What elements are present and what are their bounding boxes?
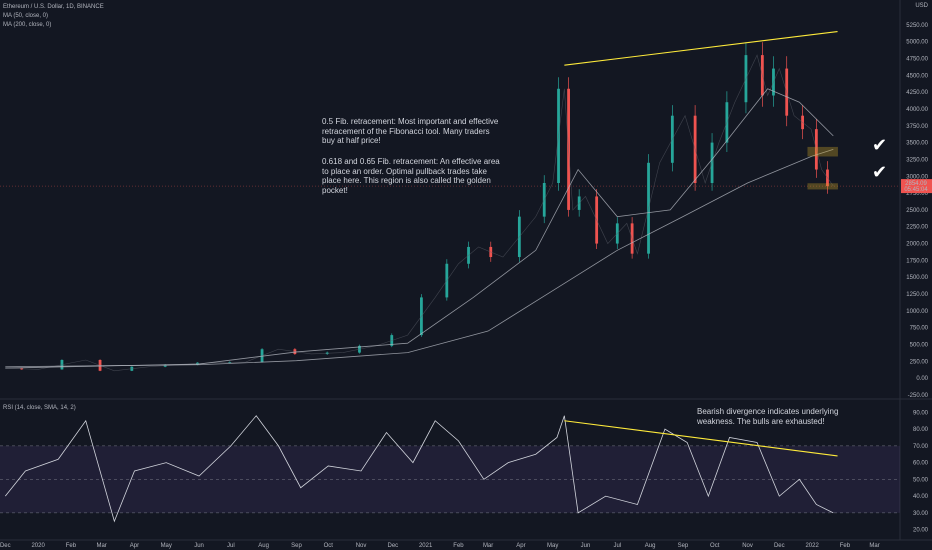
- price-axis-tick: 500.00: [910, 343, 929, 349]
- rsi-axis-tick: 80.00: [913, 427, 929, 433]
- check-icon: ✔: [872, 135, 888, 155]
- price-axis-tick: 3750.00: [906, 124, 928, 130]
- time-axis-tick: Sep: [291, 543, 302, 549]
- time-axis-tick: Oct: [324, 543, 334, 549]
- rsi-axis-tick: 50.00: [913, 477, 929, 483]
- time-axis-tick: Nov: [356, 543, 367, 549]
- price-axis-tick: 2500.00: [906, 208, 928, 214]
- time-axis-tick: 2021: [419, 543, 433, 549]
- ma200-legend: MA (200, close, 0): [3, 22, 52, 28]
- time-axis-tick: Dec: [0, 543, 11, 549]
- divergence-annotation: Bearish divergence indicates underlying …: [697, 407, 839, 426]
- last-price-value: 2854.09: [905, 181, 927, 187]
- time-axis-tick: Feb: [66, 543, 77, 549]
- price-axis-tick: 5000.00: [906, 40, 928, 46]
- ma50-legend: MA (50, close, 0): [3, 13, 49, 19]
- price-axis-tick: 1500.00: [906, 275, 928, 281]
- price-axis-tick: 4750.00: [906, 56, 928, 62]
- time-axis-tick: Dec: [387, 543, 398, 549]
- price-axis-tick: 3000.00: [906, 174, 928, 180]
- price-axis-tick: 4500.00: [906, 73, 928, 79]
- rsi-legend: RSI (14, close, SMA, 14, 2): [3, 405, 76, 411]
- price-axis-tick: 750.00: [910, 326, 929, 332]
- rsi-axis-tick: 60.00: [913, 461, 929, 467]
- time-axis-tick: Mar: [869, 543, 879, 549]
- time-axis-tick: 2020: [31, 543, 45, 549]
- price-axis-tick: 250.00: [910, 359, 929, 365]
- last-price-countdown: 05:45:04: [904, 187, 928, 193]
- time-axis-tick: Sep: [678, 543, 689, 549]
- time-axis-tick: Feb: [840, 543, 851, 549]
- time-axis-tick: 2022: [805, 543, 819, 549]
- time-axis-tick: Dec: [774, 543, 785, 549]
- time-axis-tick: Aug: [258, 543, 269, 549]
- fib-half-annotation: 0.5 Fib. retracement: Most important and…: [322, 117, 499, 145]
- check-icon: ✔: [872, 162, 888, 182]
- time-axis-tick: Aug: [645, 543, 656, 549]
- time-axis-tick: Apr: [516, 543, 525, 549]
- price-close-line: [5, 54, 834, 372]
- time-axis-tick: Nov: [742, 543, 753, 549]
- rsi-trendline: [564, 420, 838, 457]
- fib-zone: [807, 183, 838, 190]
- price-axis-tick: 3250.00: [906, 157, 928, 163]
- rsi-axis-tick: 70.00: [913, 444, 929, 450]
- price-axis-tick: 5250.00: [906, 23, 928, 29]
- rsi-axis-tick: 40.00: [913, 494, 929, 500]
- price-axis-tick: 2250.00: [906, 225, 928, 231]
- time-axis-tick: Mar: [96, 543, 106, 549]
- rsi-axis-tick: 90.00: [913, 410, 929, 416]
- rsi-line: [4, 415, 834, 523]
- price-axis-tick: 4250.00: [906, 90, 928, 96]
- fib-golden-annotation: 0.618 and 0.65 Fib. retracement: An effe…: [322, 157, 500, 195]
- ma50-line: [5, 88, 834, 369]
- price-axis-tick: 1250.00: [906, 292, 928, 298]
- price-trendline: [564, 31, 838, 66]
- time-axis-tick: Jun: [581, 543, 591, 549]
- time-axis-tick: Jul: [613, 543, 621, 549]
- rsi-axis-tick: 20.00: [913, 528, 929, 534]
- price-axis-tick: 4000.00: [906, 107, 928, 113]
- time-axis-tick: Jul: [227, 543, 235, 549]
- time-axis-tick: May: [161, 543, 172, 549]
- price-axis-unit: USD: [915, 3, 928, 9]
- price-axis-tick: 0.00: [916, 376, 928, 382]
- price-axis-tick: 2000.00: [906, 242, 928, 248]
- price-axis-tick: 2750.00: [906, 191, 928, 197]
- ma200-line: [5, 148, 834, 368]
- fib-zone: [807, 146, 838, 157]
- time-axis-tick: Mar: [483, 543, 493, 549]
- price-axis-tick: 1750.00: [906, 258, 928, 264]
- symbol-legend: Ethereum / U.S. Dollar, 1D, BINANCE: [3, 4, 104, 10]
- time-axis-tick: Jun: [194, 543, 204, 549]
- time-axis-tick: Oct: [710, 543, 720, 549]
- price-axis-tick: -250.00: [908, 393, 929, 399]
- price-axis-tick: 3500.00: [906, 141, 928, 147]
- last-price-badge: [901, 179, 932, 194]
- price-axis-tick: 1000.00: [906, 309, 928, 315]
- time-axis-tick: Apr: [130, 543, 139, 549]
- time-axis-tick: May: [547, 543, 558, 549]
- rsi-axis-tick: 30.00: [913, 511, 929, 517]
- time-axis-tick: Feb: [453, 543, 464, 549]
